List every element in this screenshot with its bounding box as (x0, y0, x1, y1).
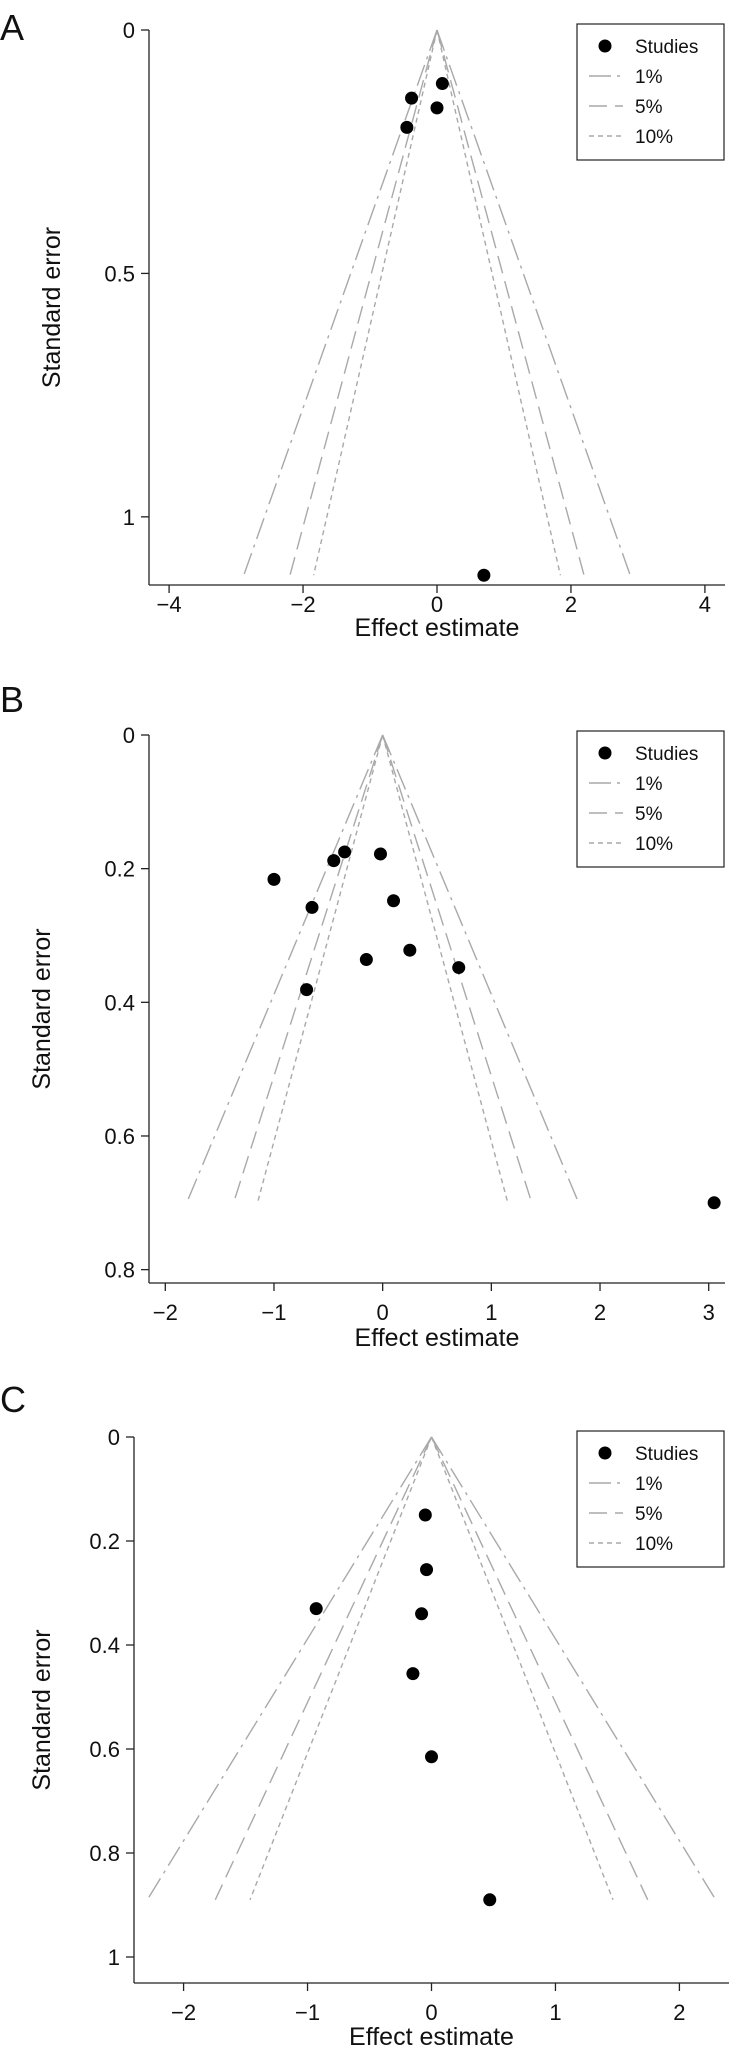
y-tick-label: 0.6 (104, 1124, 135, 1149)
study-point (425, 1750, 438, 1764)
legend-label-1pct: 1% (635, 67, 663, 88)
legend-label-10pct: 10% (635, 1534, 673, 1555)
x-tick-label: 2 (673, 2000, 685, 2025)
legend-symbol-studies (598, 39, 612, 53)
legend-symbol-studies (598, 1446, 612, 1460)
legend-label-1pct: 1% (635, 1474, 663, 1495)
y-tick-label: 0.2 (89, 1529, 120, 1554)
study-point (267, 872, 281, 886)
y-tick-label: 0.8 (89, 1841, 120, 1866)
funnel-line-5pct-right (430, 1436, 649, 1901)
y-tick-label: 0.8 (104, 1258, 135, 1283)
y-tick-label: 0 (123, 723, 135, 748)
panel-label-a: A (0, 7, 24, 48)
study-point (452, 961, 466, 975)
funnel-line-5pct-right (436, 29, 585, 576)
y-axis-title: Standard error (28, 1629, 56, 1790)
study-point (300, 983, 314, 997)
funnel-line-1pct-right (430, 1436, 717, 1901)
panel-label-c: C (0, 1379, 26, 1420)
y-axis-title: Standard error (38, 227, 66, 388)
legend-label-5pct: 5% (635, 804, 663, 825)
funnel-line-10pct-left (249, 1436, 433, 1901)
study-point (707, 1196, 721, 1210)
y-tick-label: 0.2 (104, 857, 135, 882)
y-tick-label: 0.6 (89, 1737, 120, 1762)
x-tick-label: −2 (171, 2000, 196, 2025)
study-point (305, 900, 319, 914)
x-tick-label: 1 (549, 2000, 561, 2025)
study-point (483, 1893, 497, 1907)
funnel-line-1pct-right (382, 734, 580, 1204)
study-point (373, 847, 387, 861)
funnel-line-10pct-right (381, 734, 509, 1203)
funnel-line-10pct-left (256, 734, 384, 1203)
funnel-line-1pct-right (436, 29, 631, 576)
y-tick-label: 0.4 (89, 1633, 120, 1658)
study-point (420, 1563, 434, 1577)
x-tick-label: 0 (431, 592, 443, 617)
y-tick-label: 0.4 (104, 990, 135, 1015)
study-point (400, 120, 414, 134)
funnel-line-10pct-right (436, 29, 562, 576)
panel-label-b: B (0, 679, 24, 720)
funnel-line-1pct-left (186, 734, 384, 1204)
study-point (406, 1667, 420, 1681)
funnel-line-5pct-left (214, 1436, 433, 1901)
funnel-line-5pct-left (289, 29, 438, 576)
study-point (415, 1607, 429, 1621)
funnel-line-10pct-left (312, 29, 438, 576)
study-point (418, 1508, 432, 1522)
legend-label-studies: Studies (635, 1444, 698, 1465)
legend-label-1pct: 1% (635, 774, 663, 795)
y-tick-label: 0 (123, 18, 135, 43)
x-tick-label: −2 (290, 592, 315, 617)
x-tick-label: 2 (594, 1300, 606, 1325)
x-axis-title: Effect estimate (349, 2023, 514, 2051)
x-tick-label: −2 (153, 1300, 178, 1325)
study-point (435, 77, 449, 91)
legend-label-10pct: 10% (635, 127, 673, 148)
x-tick-label: 2 (565, 592, 577, 617)
y-axis-title: Standard error (28, 928, 56, 1089)
study-point (403, 943, 417, 957)
x-tick-label: −1 (261, 1300, 286, 1325)
study-point (405, 91, 419, 105)
funnel-line-1pct-left (146, 1436, 433, 1901)
study-point (359, 953, 373, 967)
study-point (477, 568, 491, 582)
legend-label-5pct: 5% (635, 1504, 663, 1525)
legend-label-10pct: 10% (635, 834, 673, 855)
study-point (430, 101, 444, 115)
study-point (327, 854, 341, 868)
y-tick-label: 1 (123, 505, 135, 530)
study-point (309, 1602, 323, 1616)
x-tick-label: −1 (295, 2000, 320, 2025)
y-tick-label: 1 (108, 1945, 120, 1970)
funnel-line-10pct-right (430, 1436, 614, 1901)
x-axis-title: Effect estimate (355, 1324, 520, 1352)
legend-label-5pct: 5% (635, 97, 663, 118)
y-tick-label: 0.5 (104, 261, 135, 286)
x-tick-label: 0 (377, 1300, 389, 1325)
study-point (387, 894, 401, 908)
x-axis-title: Effect estimate (355, 614, 520, 642)
legend-label-studies: Studies (635, 37, 698, 58)
x-tick-label: 3 (703, 1300, 715, 1325)
funnel-line-5pct-left (232, 734, 384, 1204)
legend-label-studies: Studies (635, 744, 698, 765)
x-tick-label: 1 (485, 1300, 497, 1325)
legend-symbol-studies (598, 746, 612, 760)
x-tick-label: 4 (699, 592, 711, 617)
x-tick-label: −4 (157, 592, 182, 617)
y-tick-label: 0 (108, 1425, 120, 1450)
x-tick-label: 0 (425, 2000, 437, 2025)
study-point (338, 845, 352, 859)
funnel-line-1pct-left (243, 29, 438, 576)
